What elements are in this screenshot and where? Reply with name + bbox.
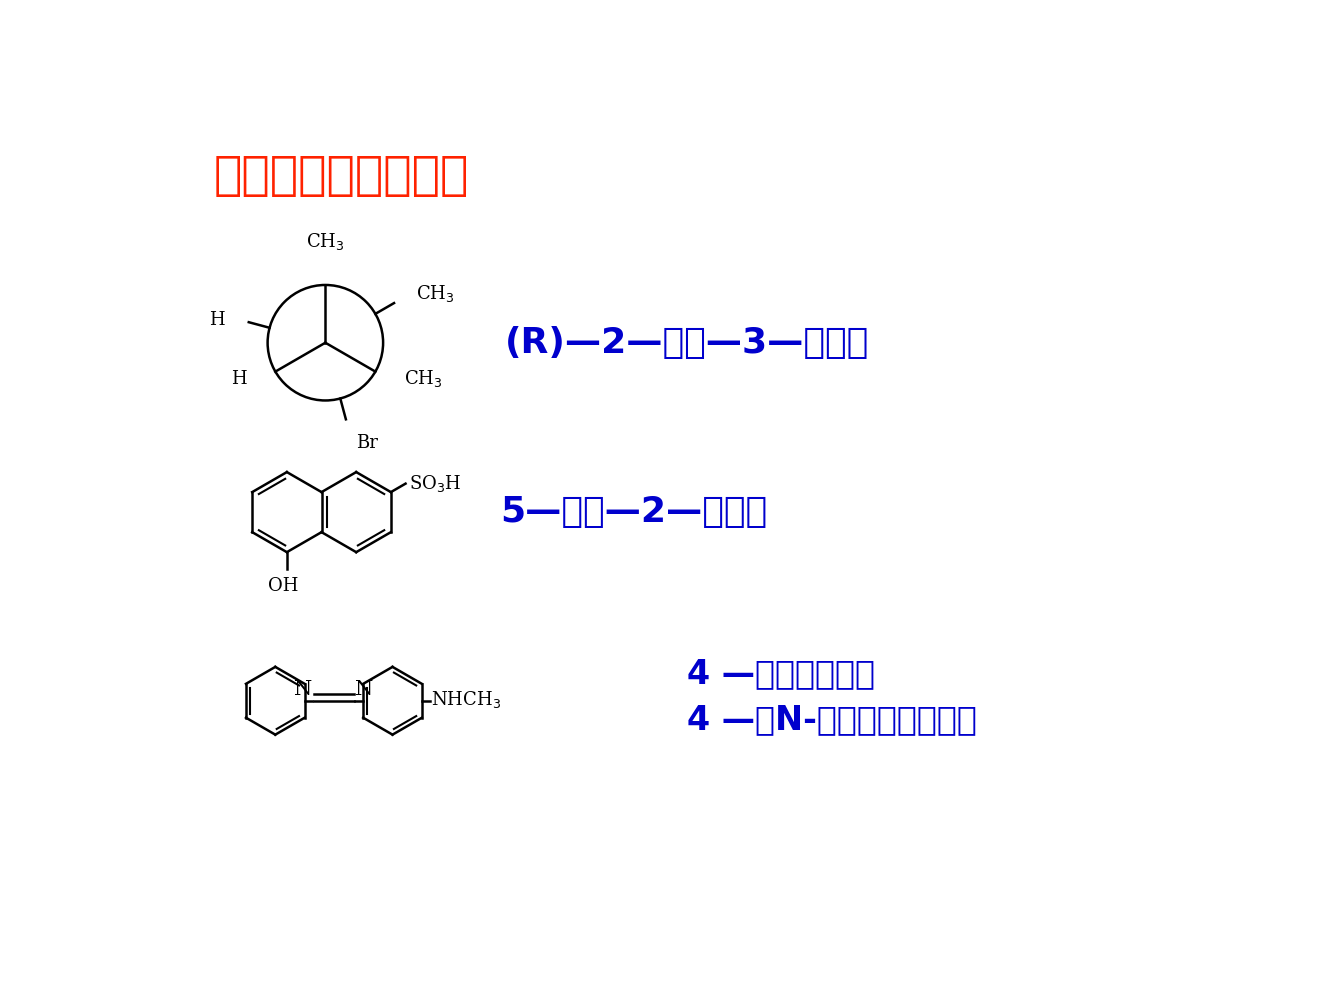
Text: CH$_3$: CH$_3$ bbox=[306, 231, 344, 252]
Text: CH$_3$: CH$_3$ bbox=[405, 368, 444, 389]
Text: Br: Br bbox=[356, 434, 378, 453]
Text: OH: OH bbox=[267, 577, 298, 595]
Text: H: H bbox=[208, 311, 224, 330]
Text: NHCH$_3$: NHCH$_3$ bbox=[431, 688, 501, 710]
Text: (R)—2—甲基—3—渴丁烷: (R)—2—甲基—3—渴丁烷 bbox=[505, 326, 870, 360]
Text: 5—羟基—2—萊磺酸: 5—羟基—2—萊磺酸 bbox=[500, 495, 767, 529]
Text: 4 —甲氨基偶氮苯: 4 —甲氨基偶氮苯 bbox=[687, 657, 875, 690]
Text: SO$_3$H: SO$_3$H bbox=[409, 473, 461, 494]
Text: 一、命名或写结构式: 一、命名或写结构式 bbox=[214, 154, 469, 199]
Text: N: N bbox=[294, 680, 312, 700]
Text: N: N bbox=[355, 680, 374, 700]
Text: H: H bbox=[231, 370, 246, 387]
Text: 4 —（N-甲基氨基）偶氮苯: 4 —（N-甲基氨基）偶氮苯 bbox=[687, 704, 977, 737]
Text: CH$_3$: CH$_3$ bbox=[417, 282, 454, 303]
